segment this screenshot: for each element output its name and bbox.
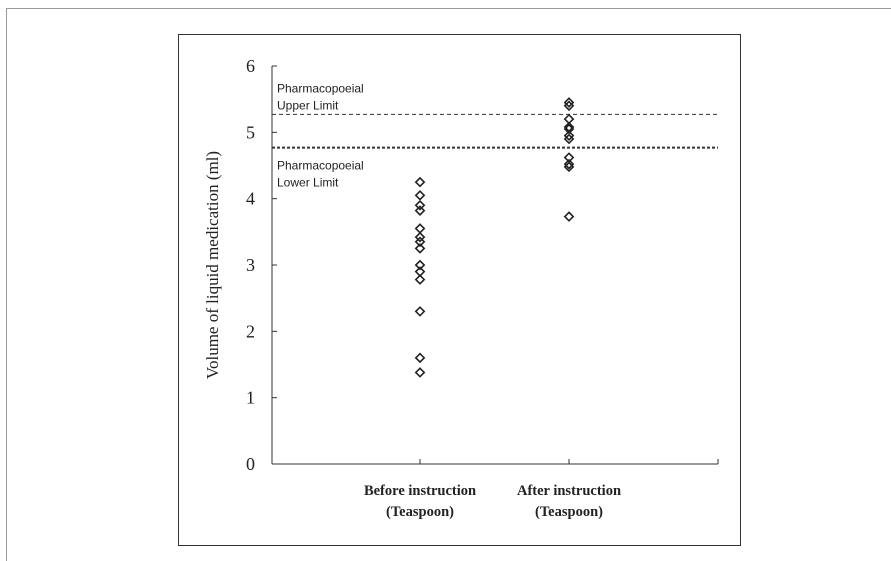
data-point (414, 199, 426, 211)
data-point (414, 243, 426, 254)
data-markers (414, 97, 575, 378)
figure-frame (178, 34, 741, 546)
axes: 0 1 2 3 4 5 6 (246, 56, 719, 474)
y-tick-label: 4 (246, 189, 255, 209)
x-category-label: (Teaspoon) (386, 504, 454, 520)
data-point (414, 205, 426, 216)
data-point (414, 259, 426, 271)
reference-lines (272, 113, 718, 149)
data-point (414, 306, 426, 317)
reference-line-label: Upper Limit (277, 98, 339, 112)
reference-line-label: Pharmacopoeial (277, 159, 364, 173)
x-category-label: (Teaspoon) (535, 504, 603, 520)
data-point (414, 352, 426, 364)
data-point (563, 133, 575, 145)
data-point (563, 211, 575, 222)
y-tick-label: 1 (246, 388, 255, 408)
text-labels: Before instruction (Teaspoon) After instru… (277, 81, 621, 520)
data-point (563, 161, 575, 173)
data-point (414, 231, 426, 243)
x-category-label: Before instruction (364, 483, 476, 499)
data-point (414, 236, 426, 248)
y-tick-label: 0 (246, 454, 255, 474)
data-point (563, 158, 575, 170)
x-category-label: After instruction (517, 483, 621, 499)
reference-line-label: Lower Limit (277, 176, 339, 190)
y-tick-label: 2 (246, 321, 255, 341)
page-edge-top (6, 8, 891, 9)
y-tick-label: 3 (246, 255, 255, 275)
data-point (414, 190, 426, 201)
data-point (414, 176, 426, 188)
data-point (414, 367, 426, 378)
y-axis-label: Volume of liquid medication (ml) (203, 151, 222, 379)
data-point (563, 100, 575, 112)
data-point (563, 130, 575, 141)
y-tick-label: 5 (246, 122, 255, 142)
data-point (563, 97, 575, 108)
data-point (414, 223, 426, 234)
data-point (414, 274, 426, 285)
y-tick-label: 6 (246, 56, 255, 76)
data-point (563, 123, 575, 135)
page-edge-left (6, 8, 7, 561)
reference-line-label: Pharmacopoeial (277, 81, 364, 95)
